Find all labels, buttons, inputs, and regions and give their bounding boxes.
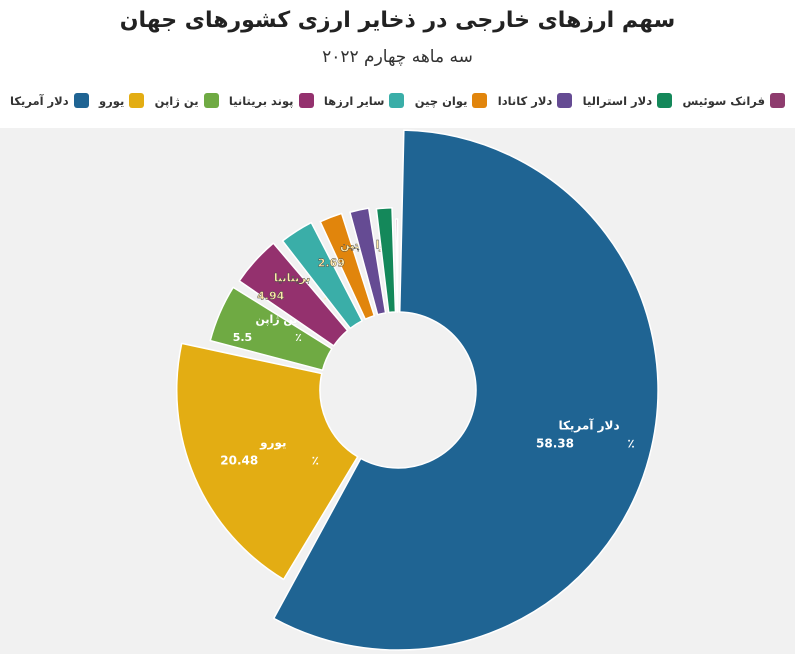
data-label-percent: ٪ — [627, 437, 634, 451]
data-label-value: 58.38 — [536, 437, 574, 451]
chart-subtitle: سه ماهه چهارم ۲۰۲۲ — [322, 47, 473, 67]
legend-item[interactable]: یوان چین — [415, 93, 488, 108]
legend-swatch — [298, 93, 314, 108]
data-label-name: یورو — [259, 436, 286, 451]
legend-swatch — [73, 93, 89, 108]
legend-label: فرانک سوئیس — [682, 93, 765, 108]
legend-label: سایر ارزها — [323, 93, 385, 108]
legend-label: ین ژاپن — [154, 93, 199, 108]
legend-swatch — [472, 93, 488, 108]
plot-area: دلار آمریکا 58.38 ٪ یورو 20.48 ٪ ین ژاپن 5.5 ٪ پو… — [0, 128, 795, 654]
chart-legend: دلار آمریکا یورو ین ژاپن پوند بریتانیا سایر … — [10, 93, 785, 108]
pie-slice[interactable] — [175, 342, 359, 581]
pie-slice[interactable] — [281, 221, 363, 330]
legend-swatch — [203, 93, 219, 108]
pie-slice[interactable] — [273, 129, 659, 651]
data-label-name: دلار آمریکا — [558, 418, 619, 433]
data-label-value: 4.94 — [257, 290, 284, 303]
pie-slice[interactable] — [395, 218, 399, 313]
data-label-percent: ٪ — [295, 331, 302, 344]
data-label-value: 2.69 — [318, 257, 345, 270]
legend-item[interactable]: فرانک سوئیس — [682, 93, 785, 108]
legend-item[interactable]: سایر ارزها — [324, 93, 405, 108]
pie-slice[interactable] — [349, 207, 387, 316]
chart-title: سهم ارزهای خارجی در ذخایر ارزی کشورهای ج… — [119, 8, 676, 33]
legend-swatch — [657, 93, 673, 108]
legend-label: دلار کانادا — [497, 93, 553, 108]
legend-label: پوند بریتانیا — [228, 93, 294, 108]
legend-label: دلار آمریکا — [10, 93, 69, 108]
legend-label: یوان چین — [414, 93, 468, 108]
legend-swatch — [557, 93, 573, 108]
legend-item[interactable]: ین ژاپن — [155, 93, 219, 108]
legend-item[interactable]: یورو — [98, 93, 145, 108]
legend-item[interactable]: دلار استرالیا — [582, 93, 673, 108]
legend-swatch — [389, 93, 405, 108]
pie-slice[interactable] — [238, 242, 349, 347]
data-label-value: 20.48 — [220, 454, 258, 468]
legend-item[interactable]: دلار آمریکا — [10, 93, 89, 108]
data-label-name: ین ژاپن — [255, 313, 297, 326]
pie-slice[interactable] — [209, 286, 333, 371]
legend-label: دلار استرالیا — [582, 93, 653, 108]
legend-swatch — [770, 93, 785, 108]
data-label-percent: ٪ — [312, 454, 319, 468]
data-label-value: 5.5 — [233, 331, 253, 344]
legend-item[interactable]: پوند بریتانیا — [229, 93, 314, 108]
legend-swatch — [129, 93, 145, 108]
legend-label: یورو — [98, 93, 125, 108]
pie-slice[interactable] — [375, 206, 397, 314]
legend-item[interactable]: دلار کانادا — [498, 93, 573, 108]
pie-slice[interactable] — [319, 212, 376, 320]
